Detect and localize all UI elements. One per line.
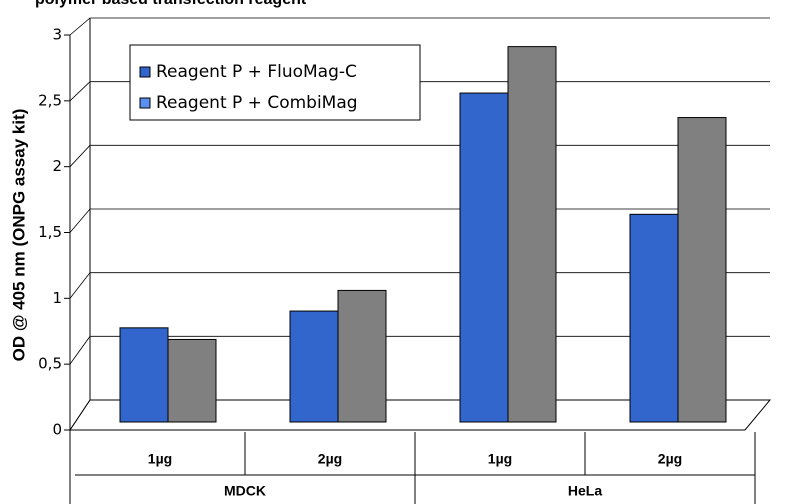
grid-line — [69, 144, 770, 167]
floor — [69, 399, 772, 431]
x-tick-label: 1µg — [488, 451, 512, 467]
group-label: HeLa — [568, 483, 602, 499]
y-axis-label: OD @ 405 nm (ONPG assay kit) — [9, 109, 28, 362]
legend-swatch — [139, 66, 151, 78]
chart-title: polymer based transfection reagent — [35, 0, 307, 8]
legend-label: Reagent P + CombiMag — [156, 93, 358, 113]
bar — [289, 310, 339, 423]
bar — [677, 117, 727, 423]
group-label: MDCK — [224, 483, 266, 499]
legend-label: Reagent P + FluoMag-C — [156, 62, 357, 82]
bar — [629, 213, 679, 423]
bar — [337, 289, 387, 423]
y-tick-label: 0 — [52, 421, 62, 439]
x-tick-label: 1µg — [148, 451, 172, 467]
y-tick-label: 0,5 — [38, 355, 62, 373]
bar — [167, 338, 217, 423]
y-tick-label: 1 — [52, 289, 62, 307]
x-tick-label: 2µg — [658, 451, 682, 467]
y-tick-label: 2,5 — [38, 91, 62, 109]
bar — [507, 46, 557, 423]
bar — [459, 92, 509, 423]
y-tick-label: 1,5 — [38, 223, 62, 241]
y-tick-label: 2 — [52, 157, 62, 175]
legend-swatch — [139, 97, 151, 109]
bar — [119, 327, 169, 423]
x-tick-label: 2µg — [318, 451, 342, 467]
y-tick-label: 3 — [52, 26, 62, 44]
legend-box — [129, 44, 421, 121]
grid-line — [69, 17, 770, 36]
